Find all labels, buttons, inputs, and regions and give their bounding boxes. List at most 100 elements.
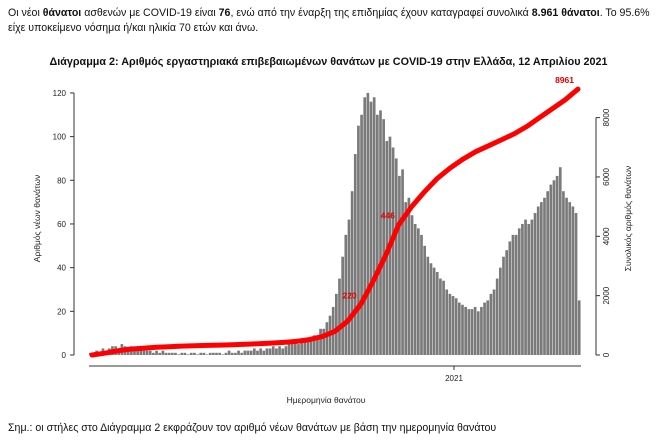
bar <box>218 352 221 355</box>
bar <box>517 228 521 355</box>
bar <box>511 234 515 355</box>
bar <box>461 304 464 355</box>
bar <box>193 352 196 355</box>
bar <box>357 125 360 356</box>
cumulative-label: 220 <box>342 291 356 301</box>
bar <box>158 352 162 355</box>
bar <box>533 213 537 355</box>
y2-tick-label: 8000 <box>602 108 611 126</box>
bar <box>240 352 244 355</box>
bar <box>230 352 234 355</box>
bar <box>262 350 266 355</box>
bar <box>237 350 240 355</box>
bar <box>253 348 256 355</box>
bar <box>347 219 351 355</box>
bar <box>294 341 297 355</box>
bar <box>167 352 171 355</box>
bar <box>467 309 471 355</box>
intro-part: . Το 95.6% είχε υποκείμενο νόσημα ή/και … <box>8 7 650 34</box>
bar <box>325 322 329 355</box>
intro-bold-deaths: θάνατοι <box>42 7 82 19</box>
bar <box>442 280 445 355</box>
bar <box>309 339 313 355</box>
bar <box>435 272 439 355</box>
y-tick-label: 40 <box>57 264 66 273</box>
bar <box>186 354 190 355</box>
intro-part: Οι νέοι <box>8 7 43 19</box>
bar <box>249 350 253 355</box>
bar <box>344 234 348 355</box>
bar <box>420 234 423 355</box>
bar <box>382 119 385 355</box>
bar <box>335 293 338 355</box>
bar <box>278 346 281 355</box>
y2-tick-label: 4000 <box>602 227 611 245</box>
bar <box>476 311 480 355</box>
bar <box>480 306 483 355</box>
bar <box>243 350 247 355</box>
bar <box>268 348 272 355</box>
bar <box>555 175 559 355</box>
bar <box>199 352 203 355</box>
bar <box>234 352 237 355</box>
bar <box>502 256 505 355</box>
bar <box>341 256 344 355</box>
bar <box>417 228 420 355</box>
bar <box>212 352 215 355</box>
bar <box>470 309 474 355</box>
bar <box>549 184 553 355</box>
bar <box>265 348 269 355</box>
bar <box>139 348 143 355</box>
bar <box>202 352 206 355</box>
y-tick-label: 80 <box>57 176 66 185</box>
bar <box>407 197 411 355</box>
bar <box>514 234 518 355</box>
x-tick-label: 2021 <box>445 374 463 383</box>
bar <box>196 354 199 355</box>
y-tick-label: 20 <box>57 307 66 316</box>
bar <box>458 302 461 355</box>
bar <box>546 191 549 355</box>
bar <box>152 352 155 355</box>
bar <box>521 223 524 355</box>
bar <box>145 350 149 355</box>
bar <box>221 354 225 355</box>
y-tick-label: 100 <box>53 133 67 142</box>
bar <box>205 354 209 355</box>
bar <box>577 300 581 355</box>
bar <box>338 278 341 355</box>
bar <box>489 293 493 355</box>
bar <box>558 167 562 355</box>
y2-tick-label: 2000 <box>602 286 611 304</box>
bar <box>256 350 259 355</box>
bar <box>271 346 275 355</box>
x-axis-title: Ημερομηνία θανάτου <box>287 395 366 405</box>
bar <box>183 352 187 355</box>
bar <box>508 241 512 355</box>
bar <box>527 223 531 355</box>
bar <box>483 302 486 355</box>
bar <box>565 197 568 355</box>
bar <box>148 350 152 355</box>
y-tick-label: 120 <box>53 89 67 98</box>
bar <box>350 191 354 355</box>
cumulative-label: 446 <box>381 210 395 220</box>
bar <box>473 306 477 355</box>
bar <box>353 154 357 355</box>
y-tick-label: 60 <box>57 220 66 229</box>
y2-tick-label: 0 <box>602 352 611 357</box>
bar <box>369 101 373 355</box>
bar <box>464 306 467 355</box>
bar <box>429 263 433 355</box>
bar <box>426 256 430 355</box>
y-axis-title: Αριθμός νέων θανάτων <box>32 175 42 262</box>
bar <box>401 169 404 355</box>
bar <box>306 337 310 355</box>
bar <box>413 223 417 355</box>
bar <box>505 250 508 355</box>
cumulative-deaths-line <box>89 86 581 358</box>
bar <box>290 344 294 355</box>
bar <box>303 341 307 355</box>
bar <box>300 339 303 355</box>
intro-part: , ενώ από την έναρξη της επιδημίας έχουν… <box>230 7 532 19</box>
